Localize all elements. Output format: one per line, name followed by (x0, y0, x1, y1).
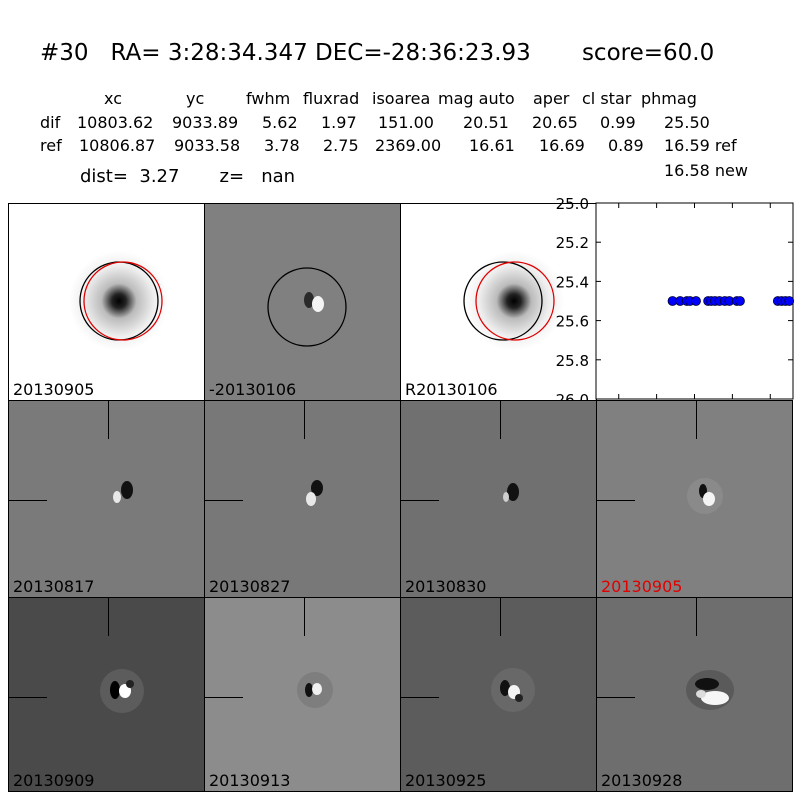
stamp-label: 20130925 (405, 771, 487, 790)
star-blob (69, 251, 169, 351)
stamp-label: 20130905 (13, 380, 95, 399)
crosshair-horizontal (9, 500, 47, 501)
col-fluxrad: fluxrad (303, 89, 360, 108)
stamp-label: 20130909 (13, 771, 95, 790)
y-tick-label: 25.8 (556, 352, 589, 370)
stamp-epoch: 20130817 (8, 400, 205, 598)
stamp-image (100, 669, 144, 713)
row-label: dif (40, 113, 61, 132)
stamp-epoch: 20130925 (400, 597, 597, 792)
crosshair-horizontal (9, 697, 47, 698)
crosshair-horizontal (205, 500, 243, 501)
stamp-new: 20130905 (8, 203, 205, 401)
crosshair-vertical (500, 401, 501, 439)
stamp-diff-image (267, 267, 347, 347)
cell-fwhm: 5.62 (262, 113, 298, 132)
cell-cl-star: 0.99 (600, 113, 636, 132)
cell-phmag: 25.50 (664, 113, 710, 132)
cell-yc: 9033.58 (174, 136, 241, 155)
crosshair-horizontal (597, 500, 635, 501)
stamp-label: R20130106 (405, 380, 498, 399)
row-label: ref (40, 136, 62, 155)
stamp-label: 20130905 (601, 577, 683, 596)
crosshair-horizontal (401, 697, 439, 698)
col-yc: yc (186, 89, 205, 108)
col-cl-star: cl star (582, 89, 632, 108)
stamp-label: -20130106 (209, 380, 297, 399)
y-tick-label: 25.6 (556, 313, 589, 331)
candidate-title: #30 RA= 3:28:34.347 DEC=-28:36:23.93 sco… (40, 40, 715, 66)
stamp-epoch: 20130913 (204, 597, 401, 792)
stamp-epoch: 20130928 (596, 597, 793, 792)
cell-isoarea: 151.00 (378, 113, 434, 132)
crosshair-horizontal (205, 697, 243, 698)
cell-xc: 10806.87 (79, 136, 156, 155)
cell-aper: 16.69 (539, 136, 585, 155)
aperture-circle-black (267, 267, 347, 347)
col-isoarea: isoarea (372, 89, 431, 108)
stamp-image (491, 668, 535, 712)
crosshair-horizontal (401, 500, 439, 501)
dist-z-line: dist= 3.27 z= nan (80, 166, 296, 187)
col-aper: aper (533, 89, 570, 108)
stamp-image (113, 481, 133, 503)
stamp-label: 20130928 (601, 771, 683, 790)
crosshair-vertical (108, 598, 109, 636)
y-tick-label: 25.2 (556, 234, 589, 252)
cell-phmag: 16.59 ref (664, 136, 737, 155)
crosshair-vertical (696, 401, 697, 439)
cell-isoarea: 2369.00 (375, 136, 442, 155)
data-point (784, 296, 795, 306)
col-xc: xc (104, 89, 122, 108)
stamp-diff: -20130106 (204, 203, 401, 401)
aperture-circle-red (83, 261, 163, 341)
stamp-epoch-highlight: 20130905 (596, 400, 793, 598)
stamp-image (306, 480, 323, 506)
stamp-image (503, 483, 519, 502)
stamp-label: 20130830 (405, 577, 487, 596)
col-mag-auto: mag auto (438, 89, 515, 108)
stamp-image (687, 478, 723, 514)
light-curve-chart: 25.025.225.425.625.826.0−100−50050100 (556, 195, 795, 423)
stamp-label: 20130827 (209, 577, 291, 596)
star-blob (464, 251, 564, 351)
stamp-image (686, 670, 734, 710)
cell-fwhm: 3.78 (264, 136, 300, 155)
cell-fluxrad: 1.97 (321, 113, 357, 132)
cell-fluxrad: 2.75 (323, 136, 359, 155)
phmag-new: 16.58 new (664, 161, 748, 180)
stamp-epoch: 20130827 (204, 400, 401, 598)
cell-yc: 9033.89 (172, 113, 239, 132)
stamp-epoch: 20130830 (400, 400, 597, 598)
stamp-ref-image (463, 251, 564, 351)
data-point (691, 296, 701, 306)
stamp-label: 20130817 (13, 577, 95, 596)
crosshair-vertical (696, 598, 697, 636)
crosshair-vertical (304, 598, 305, 636)
stamp-label: 20130913 (209, 771, 291, 790)
col-phmag: phmag (641, 89, 697, 108)
aperture-circle-red (475, 261, 555, 341)
stamp-image (297, 672, 333, 708)
cell-mag-auto: 20.51 (463, 113, 509, 132)
cell-xc: 10803.62 (77, 113, 154, 132)
stamp-ref: R20130106 (400, 203, 597, 401)
cell-cl-star: 0.89 (608, 136, 644, 155)
crosshair-vertical (108, 401, 109, 439)
crosshair-horizontal (597, 697, 635, 698)
stamp-new-image (69, 251, 169, 351)
col-fwhm: fwhm (246, 89, 291, 108)
aperture-circle-black (463, 261, 543, 341)
cell-mag-auto: 16.61 (469, 136, 515, 155)
crosshair-vertical (500, 598, 501, 636)
y-tick-label: 25.4 (556, 273, 589, 291)
data-point (735, 296, 745, 306)
y-tick-label: 25.0 (556, 195, 589, 213)
crosshair-vertical (304, 401, 305, 439)
cell-aper: 20.65 (532, 113, 578, 132)
stamp-epoch: 20130909 (8, 597, 205, 792)
